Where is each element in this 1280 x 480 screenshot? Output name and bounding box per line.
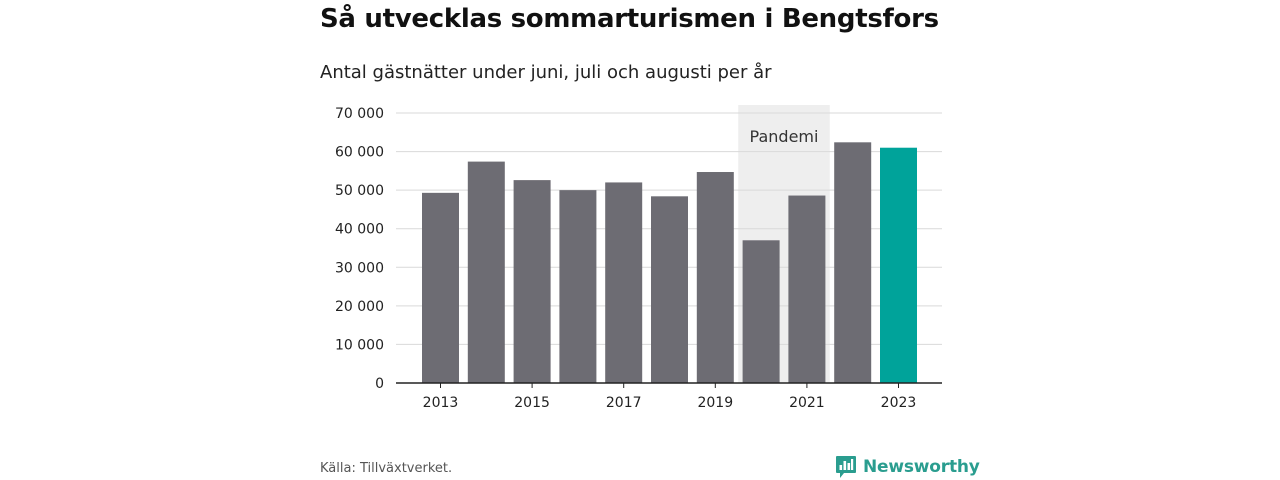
bar-chart-logo-icon [836, 456, 856, 478]
y-tick-label: 40 000 [335, 222, 384, 238]
y-tick-label: 0 [375, 376, 384, 392]
x-tick-label: 2021 [789, 395, 825, 411]
y-tick-label: 20 000 [335, 299, 384, 315]
x-tick-label: 2013 [423, 395, 459, 411]
bar-2013 [422, 192, 459, 383]
x-tick-label: 2017 [606, 395, 642, 411]
annotation-label: Pandemi [750, 127, 819, 146]
bar-2019 [696, 172, 734, 383]
x-tick-label: 2015 [514, 395, 550, 411]
bar-2020 [742, 240, 780, 383]
brand-logo: Newsworthy [835, 455, 980, 479]
brand-name: Newsworthy [863, 457, 980, 477]
bar-2017 [605, 182, 643, 383]
chart-subtitle: Antal gästnätter under juni, juli och au… [320, 62, 772, 83]
x-tick-label: 2019 [697, 395, 733, 411]
bar-2021 [788, 195, 826, 383]
source-note: Källa: Tillväxtverket. [320, 461, 453, 476]
y-tick-label: 30 000 [335, 260, 384, 276]
y-tick-label: 50 000 [335, 183, 384, 199]
y-tick-label: 10 000 [335, 337, 384, 353]
y-tick-label: 70 000 [335, 106, 384, 122]
y-tick-label: 60 000 [335, 145, 384, 161]
x-tick-label: 2023 [881, 395, 917, 411]
bar-2018 [651, 196, 688, 383]
bar-2014 [467, 161, 505, 383]
bar-2015 [513, 180, 551, 383]
bar-chart: Pandemi 0 10 000 20 000 30 000 40 000 50 000 6… [335, 105, 942, 411]
bar-2023 [880, 147, 917, 383]
bar-2022 [834, 142, 872, 383]
chart-title: Så utvecklas sommarturismen i Bengtsfors [320, 4, 939, 34]
bar-2016 [559, 190, 597, 383]
